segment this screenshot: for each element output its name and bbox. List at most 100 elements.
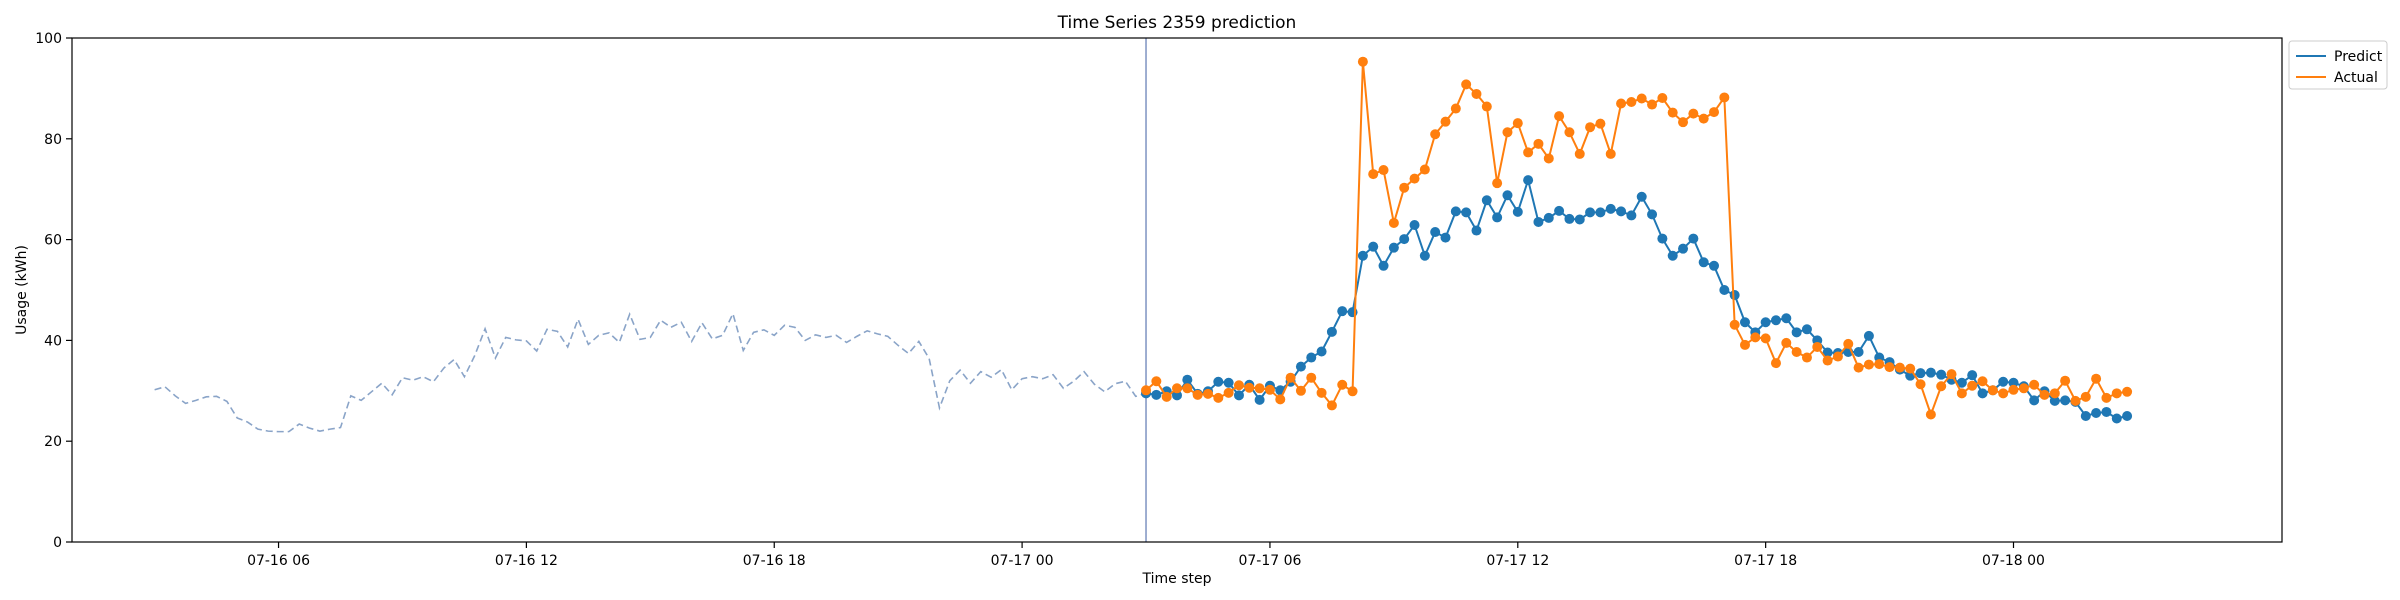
predict-point	[1399, 234, 1410, 245]
predict-point	[1595, 207, 1606, 218]
history-layer	[154, 311, 1147, 433]
actual-point	[1595, 118, 1606, 129]
actual-point	[1450, 103, 1461, 114]
predict-point	[1760, 317, 1771, 328]
actual-point	[1471, 88, 1482, 99]
predict-point	[1254, 394, 1265, 405]
actual-series	[1141, 56, 2133, 420]
predict-point	[1450, 206, 1461, 217]
predict-point	[1616, 206, 1627, 217]
predict-point	[1739, 317, 1750, 328]
actual-point	[1678, 117, 1689, 128]
actual-point	[1233, 380, 1244, 391]
actual-point	[2091, 373, 2102, 384]
actual-point	[1977, 376, 1988, 387]
actual-point	[2049, 388, 2060, 399]
predict-point	[1863, 330, 1874, 341]
predict-point	[2008, 377, 2019, 388]
actual-point	[1399, 182, 1410, 193]
actual-point	[1523, 147, 1534, 158]
predict-point	[1378, 260, 1389, 271]
predict-point	[1801, 324, 1812, 335]
actual-point	[1533, 138, 1544, 149]
predict-point	[1729, 290, 1740, 301]
actual-point	[1326, 400, 1337, 411]
predict-point	[1430, 227, 1441, 238]
actual-point	[1750, 332, 1761, 343]
predict-point	[1636, 191, 1647, 202]
actual-point	[1202, 388, 1213, 399]
actual-point	[1151, 376, 1162, 387]
y-axis-label: Usage (kWh)	[14, 245, 30, 335]
y-tick-label: 20	[44, 434, 62, 450]
chart-title: Time Series 2359 prediction	[1057, 13, 1297, 33]
predict-point	[1657, 233, 1668, 244]
actual-point	[1605, 148, 1616, 159]
actual-point	[1791, 346, 1802, 357]
actual-point	[1223, 387, 1234, 398]
predict-point	[1967, 370, 1978, 381]
actual-point	[1574, 148, 1585, 159]
predict-point	[1770, 315, 1781, 326]
series-layer	[1141, 56, 2133, 424]
predict-point	[1481, 195, 1492, 206]
predict-point	[2080, 411, 2091, 421]
actual-point	[1141, 385, 1152, 396]
y-tick-label: 40	[44, 333, 62, 349]
y-axis: 0 20 40 60 80 100	[35, 31, 72, 551]
actual-point	[1461, 79, 1472, 90]
actual-point	[1161, 391, 1172, 402]
predict-point	[1678, 243, 1689, 254]
predict-point	[1151, 389, 1162, 400]
predict-point	[1182, 374, 1193, 385]
predict-point	[1512, 206, 1523, 217]
actual-point	[1543, 153, 1554, 164]
actual-point	[1709, 107, 1720, 118]
actual-point	[2029, 379, 2040, 390]
predict-point	[1533, 216, 1544, 227]
predict-point	[2029, 395, 2040, 406]
actual-point	[1357, 56, 1368, 67]
predict-point	[2111, 413, 2122, 424]
predict-point	[1337, 306, 1348, 317]
actual-point	[1719, 92, 1730, 103]
actual-point	[1264, 384, 1275, 395]
predict-point	[1853, 346, 1864, 357]
y-tick-label: 80	[44, 132, 62, 148]
history-line	[154, 311, 1147, 433]
actual-point	[1616, 98, 1627, 109]
predict-point	[2060, 395, 2071, 406]
predict-point	[1492, 212, 1503, 223]
predict-point	[1326, 326, 1337, 337]
x-tick-label: 07-17 00	[991, 553, 1054, 569]
actual-point	[1585, 122, 1596, 133]
actual-point	[1636, 93, 1647, 104]
actual-point	[1698, 113, 1709, 124]
x-tick-label: 07-17 18	[1734, 553, 1797, 569]
predict-point	[1605, 203, 1616, 214]
predict-point	[1688, 233, 1699, 244]
predict-point	[1564, 213, 1575, 224]
predict-point	[1698, 257, 1709, 268]
predict-point	[1461, 207, 1472, 218]
predict-point	[1368, 241, 1379, 252]
x-tick-label: 07-17 06	[1238, 553, 1301, 569]
predict-point	[1574, 214, 1585, 225]
predict-point	[1647, 209, 1658, 220]
actual-point	[1409, 173, 1420, 184]
predict-point	[1357, 250, 1368, 261]
actual-point	[1337, 379, 1348, 390]
predict-point	[1233, 390, 1244, 401]
actual-point	[1347, 386, 1358, 397]
predict-point	[1523, 175, 1534, 186]
actual-point	[1884, 362, 1895, 373]
actual-point	[1182, 383, 1193, 394]
actual-point	[1440, 116, 1451, 127]
predict-point	[1956, 377, 1967, 388]
predict-point	[1719, 285, 1730, 295]
actual-point	[1905, 363, 1916, 374]
actual-point	[1739, 339, 1750, 350]
actual-point	[1925, 409, 1936, 420]
actual-point	[2008, 384, 2019, 395]
